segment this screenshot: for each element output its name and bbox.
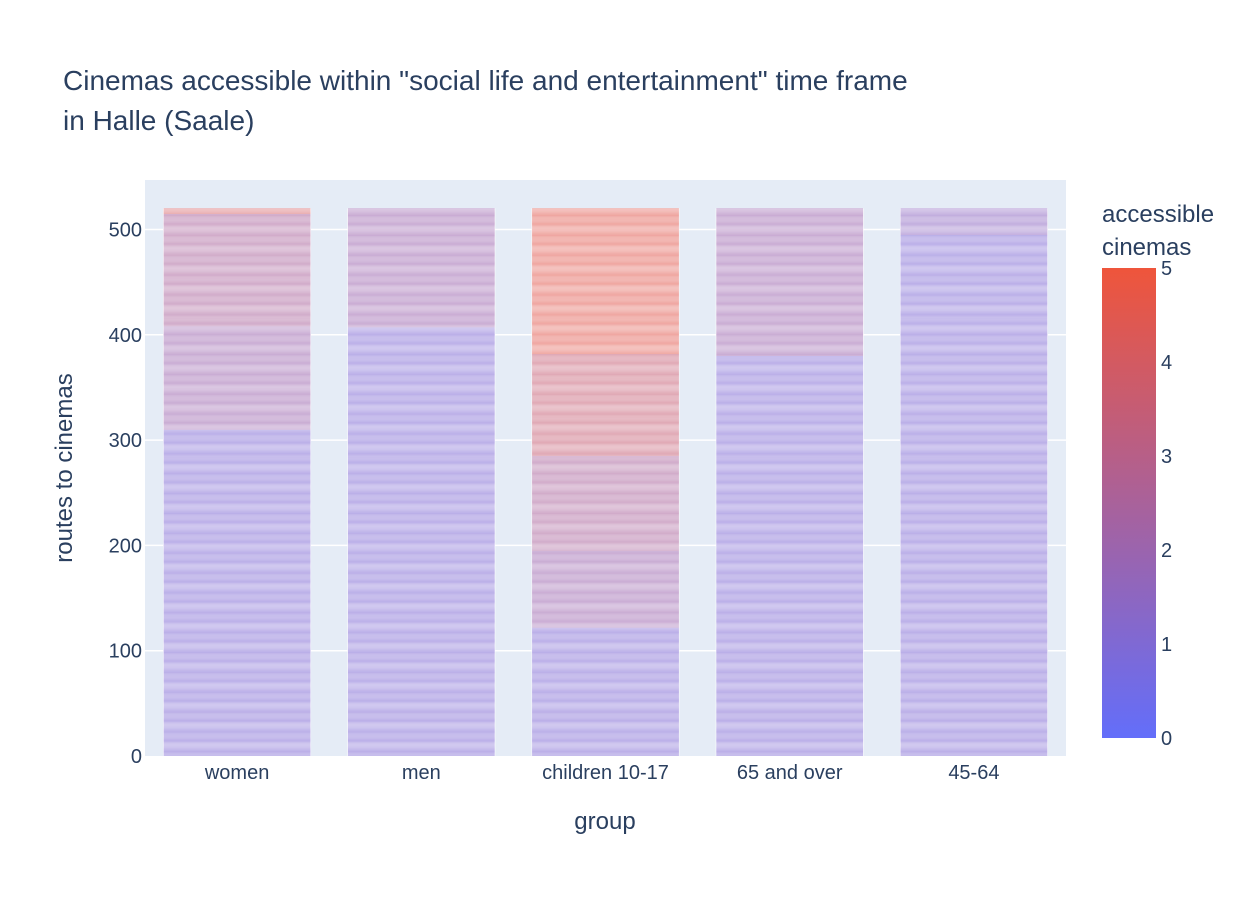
chart-title-line2: in Halle (Saale): [63, 105, 254, 136]
colorbar-ticks: 0 1 2 3 4 5: [1161, 258, 1172, 750]
y-tick-label: 100: [109, 641, 142, 663]
colorbar-title-line1: accessible: [1102, 201, 1214, 228]
x-tick-label: men: [402, 762, 441, 784]
colorbar-tick-label: 4: [1161, 352, 1172, 374]
y-tick-label: 300: [109, 430, 142, 452]
y-tick-label: 200: [109, 535, 142, 557]
x-tick-label: children 10-17: [542, 762, 669, 784]
x-tick-label: women: [204, 762, 269, 784]
y-tick-label: 500: [109, 219, 142, 241]
colorbar-tick-label: 5: [1161, 258, 1172, 280]
x-tick-label: 45-64: [948, 762, 999, 784]
x-tick-label: 65 and over: [737, 762, 843, 784]
x-axis-ticks: women men children 10-17 65 and over 45-64: [204, 762, 1000, 784]
bars-layer: [163, 208, 1048, 757]
colorbar: [1102, 268, 1156, 738]
y-axis-label: routes to cinemas: [51, 373, 78, 562]
route-bar: [899, 208, 1048, 210]
x-axis-label: group: [574, 808, 635, 835]
y-tick-label: 400: [109, 325, 142, 347]
colorbar-tick-label: 1: [1161, 634, 1172, 656]
colorbar-tick-label: 2: [1161, 540, 1172, 562]
y-axis-ticks: 0 100 200 300 400 500: [109, 219, 142, 768]
colorbar-tick-label: 0: [1161, 728, 1172, 750]
bar-men: [347, 208, 496, 757]
route-bar: [715, 208, 864, 210]
bar-45-64: [899, 208, 1048, 757]
bar-women: [163, 208, 312, 757]
chart-title: Cinemas accessible within "social life a…: [63, 65, 908, 96]
route-bar: [347, 208, 496, 210]
bar-65-and-over: [715, 208, 864, 757]
colorbar-title-line2: cinemas: [1102, 234, 1191, 261]
bar-children-10-17: [531, 208, 680, 757]
y-tick-label: 0: [131, 746, 142, 768]
colorbar-tick-label: 3: [1161, 446, 1172, 468]
route-bar: [531, 208, 680, 210]
route-bar: [163, 208, 312, 210]
